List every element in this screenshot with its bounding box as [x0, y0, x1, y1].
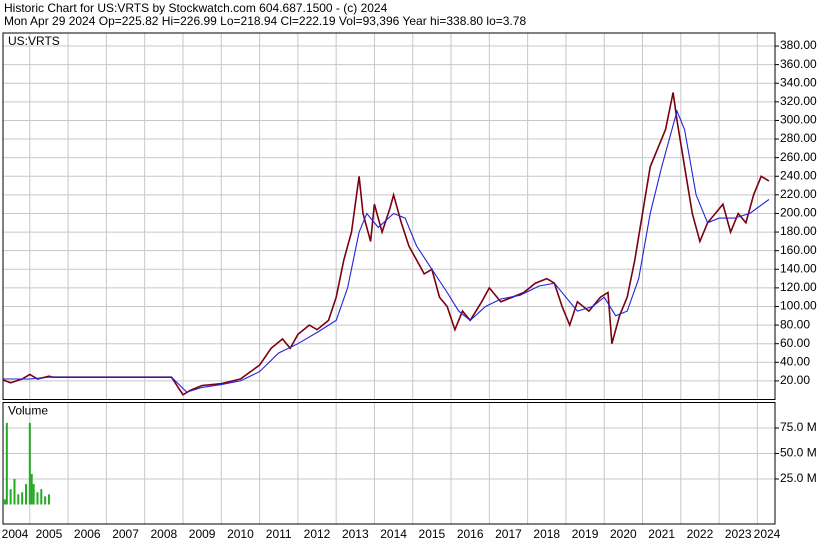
x-tick-label: 2014 — [380, 527, 407, 541]
price-line — [2, 92, 770, 396]
x-tick-label: 2024 — [754, 527, 781, 541]
volume-bar — [13, 479, 16, 505]
x-tick-label: 2017 — [495, 527, 522, 541]
panel-frame — [2, 32, 776, 400]
y-tick-label: 260.00 — [780, 150, 817, 164]
volume-bar — [9, 489, 12, 505]
y-tick-label: 220.00 — [780, 187, 817, 201]
volume-bar — [3, 499, 6, 505]
volume-bar — [21, 492, 24, 505]
y-tick-label: 100.00 — [780, 299, 817, 313]
x-tick-label: 2013 — [342, 527, 369, 541]
x-tick-label: 2019 — [572, 527, 599, 541]
y-tick-label: 340.00 — [780, 75, 817, 89]
panel-title: Volume — [8, 404, 48, 418]
x-tick-label: 2008 — [150, 527, 177, 541]
y-tick-label: 160.00 — [780, 243, 817, 257]
x-tick-label: 2018 — [533, 527, 560, 541]
y-tick-label: 280.00 — [780, 131, 817, 145]
x-tick-label: 2022 — [687, 527, 714, 541]
y-tick-label: 75.0 M — [780, 420, 817, 434]
x-tick-label: 2021 — [648, 527, 675, 541]
volume-bar — [36, 492, 39, 505]
y-tick-label: 140.00 — [780, 261, 817, 275]
volume-bar — [17, 494, 20, 505]
x-tick-label: 2010 — [227, 527, 254, 541]
header-line-2: Mon Apr 29 2024 Op=225.82 Hi=226.99 Lo=2… — [4, 14, 526, 28]
header-line-1: Historic Chart for US:VRTS by Stockwatch… — [4, 1, 388, 15]
volume-bar — [28, 422, 31, 505]
x-tick-label: 2015 — [419, 527, 446, 541]
x-tick-label: 2020 — [610, 527, 637, 541]
panel-title: US:VRTS — [8, 34, 60, 48]
x-tick-label: 2023 — [725, 527, 752, 541]
y-tick-label: 200.00 — [780, 206, 817, 220]
y-tick-label: 360.00 — [780, 57, 817, 71]
y-tick-label: 180.00 — [780, 224, 817, 238]
y-tick-label: 20.00 — [780, 373, 810, 387]
x-tick-label: 2016 — [457, 527, 484, 541]
y-tick-label: 300.00 — [780, 113, 817, 127]
x-tick-label: 2006 — [74, 527, 101, 541]
x-tick-label: 2005 — [36, 527, 63, 541]
price-line — [3, 109, 770, 393]
volume-bar — [24, 484, 27, 505]
y-tick-label: 320.00 — [780, 94, 817, 108]
x-tick-label: 2012 — [304, 527, 331, 541]
x-tick-label: 2009 — [189, 527, 216, 541]
y-tick-label: 50.0 M — [780, 446, 817, 460]
volume-bar — [5, 422, 8, 505]
x-tick-label: 2011 — [266, 527, 292, 541]
y-tick-label: 380.00 — [780, 38, 817, 52]
x-tick-label: 2004 — [2, 527, 29, 541]
y-tick-label: 120.00 — [780, 280, 817, 294]
y-tick-label: 240.00 — [780, 168, 817, 182]
volume-bar — [47, 494, 50, 505]
volume-bar — [30, 473, 33, 505]
volume-bar — [44, 496, 47, 505]
x-tick-label: 2007 — [112, 527, 139, 541]
y-tick-label: 40.00 — [780, 354, 810, 368]
volume-bar — [32, 484, 35, 505]
volume-bar — [40, 489, 43, 505]
y-tick-label: 80.00 — [780, 317, 810, 331]
y-tick-label: 60.00 — [780, 336, 810, 350]
panel-frame — [2, 402, 776, 525]
y-tick-label: 25.0 M — [780, 471, 817, 485]
